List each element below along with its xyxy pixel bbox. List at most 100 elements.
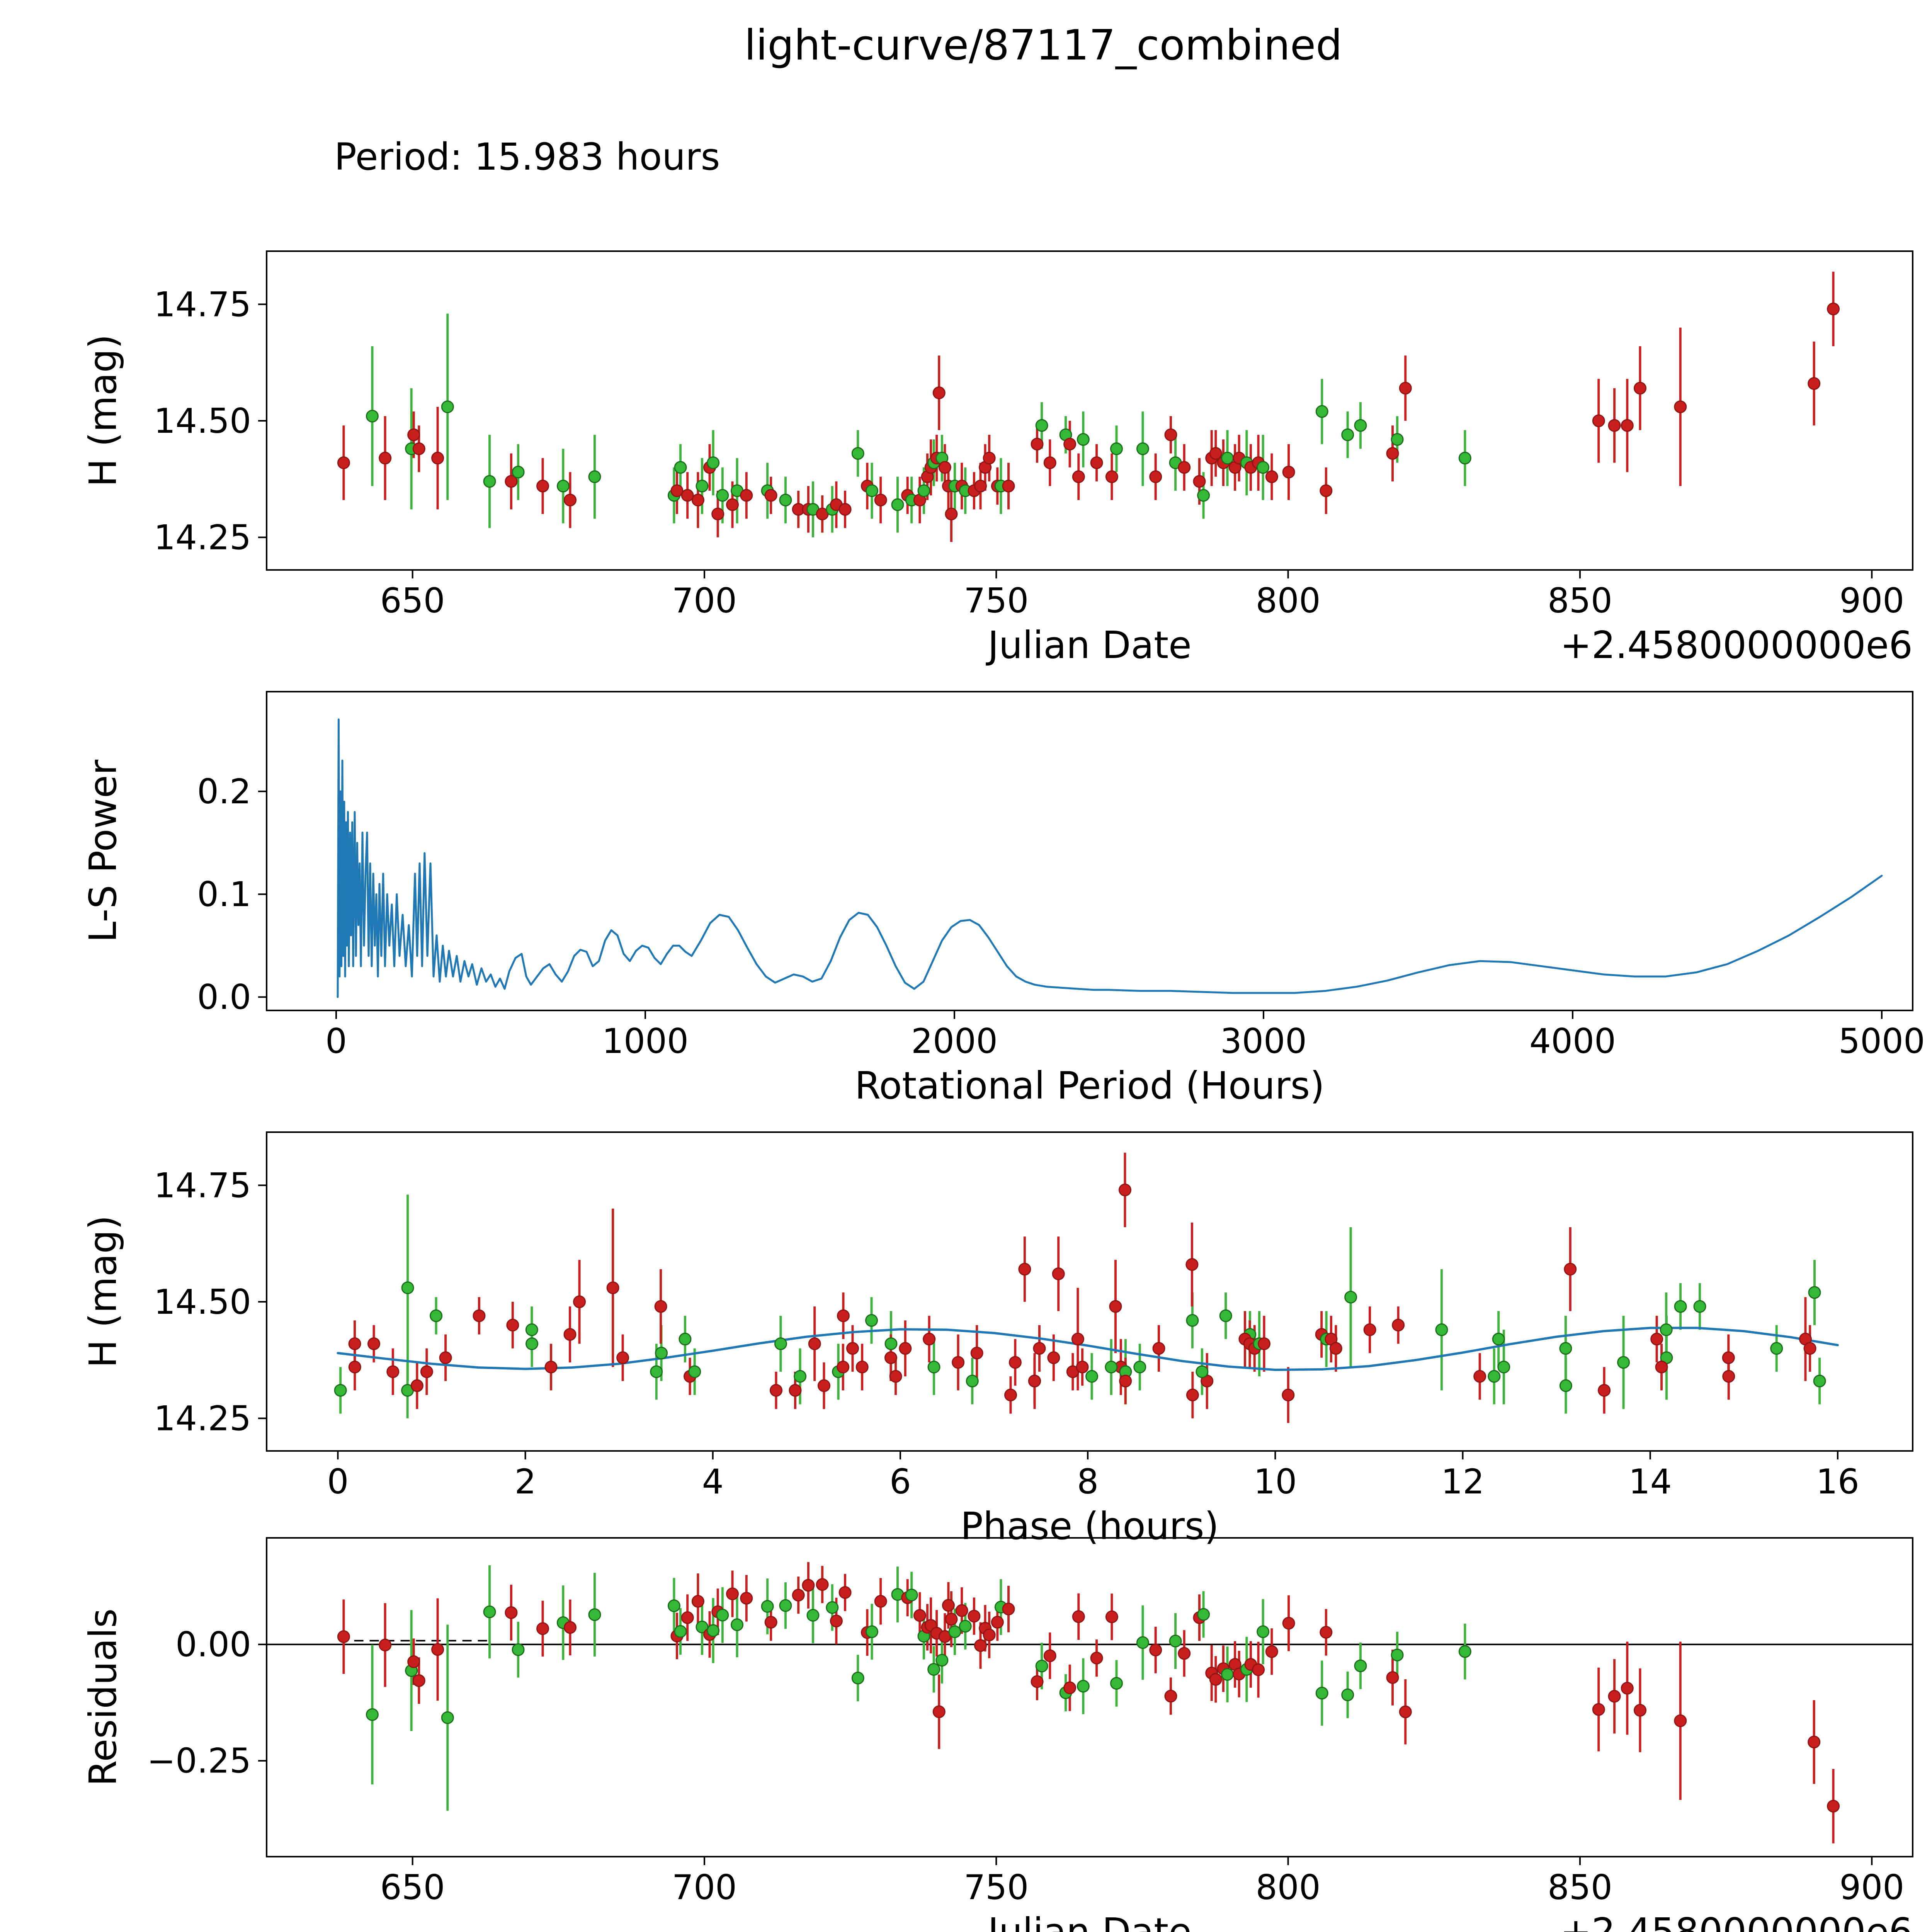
data-point (1488, 1370, 1501, 1383)
data-point (899, 1342, 912, 1355)
data-point (1770, 1342, 1783, 1355)
data-point (1341, 428, 1354, 441)
data-point (1031, 1675, 1044, 1688)
data-point (1344, 1291, 1357, 1304)
data-point (1186, 1388, 1199, 1401)
data-point (945, 507, 958, 520)
y-axis-label: L-S Power (81, 760, 125, 942)
data-point (983, 452, 996, 465)
x-tick-label: 900 (1839, 1867, 1904, 1907)
data-point (1392, 1318, 1405, 1332)
data-point (536, 1622, 549, 1635)
data-point (1608, 419, 1621, 432)
x-tick-label: 0 (325, 1021, 347, 1061)
x-tick-label: 800 (1256, 1867, 1321, 1907)
data-point (1608, 1690, 1621, 1703)
data-point (1110, 1677, 1123, 1690)
y-axis-label: H (mag) (81, 334, 125, 487)
data-point (913, 1609, 926, 1622)
data-point (1043, 1649, 1056, 1662)
data-point (431, 452, 444, 465)
y-axis-ticks: 0.00 −0.25 (147, 1625, 267, 1781)
data-point (1492, 1333, 1505, 1346)
x-tick-label: 6 (889, 1462, 911, 1502)
data-point (838, 503, 852, 516)
data-point (1329, 1342, 1342, 1355)
data-point (337, 1630, 350, 1643)
figure-title: light-curve/87117_combined (744, 21, 1342, 70)
data-point (792, 1588, 805, 1602)
x-tick-label: 4000 (1529, 1021, 1616, 1061)
data-point (1063, 1681, 1077, 1694)
data-point (1090, 1651, 1103, 1665)
data-point (1197, 489, 1210, 502)
data-point (1257, 1337, 1270, 1350)
data-point (1043, 456, 1056, 469)
data-point (430, 1309, 443, 1322)
data-point (650, 1365, 663, 1378)
y-tick-label: 14.75 (154, 284, 251, 324)
data-point (1077, 433, 1090, 446)
data-point (1497, 1361, 1510, 1374)
data-point (1252, 1663, 1265, 1676)
data-point (337, 456, 350, 469)
data-point (1592, 414, 1605, 427)
data-point (1621, 1682, 1634, 1695)
x-tick-label: 3000 (1220, 1021, 1307, 1061)
data-point (1118, 1184, 1131, 1197)
data-point (483, 1605, 496, 1618)
axis-border (266, 1537, 1913, 1857)
y-axis-ticks: 0.0 0.1 0.2 (197, 772, 267, 1017)
data-point (1002, 480, 1015, 493)
data-point (1621, 419, 1634, 432)
data-point (1354, 419, 1367, 432)
data-point (483, 475, 496, 488)
data-point (588, 1608, 601, 1621)
data-point (740, 489, 753, 502)
data-point (948, 1625, 961, 1638)
x-axis-label: Julian Date (985, 623, 1192, 667)
data-point (935, 1654, 949, 1667)
data-point (1178, 1647, 1191, 1660)
axis-border (266, 1131, 1913, 1452)
data-point (1035, 1660, 1048, 1673)
data-point (379, 452, 392, 465)
data-point (1634, 382, 1647, 395)
x-tick-label: 650 (380, 581, 445, 621)
data-point (473, 1309, 486, 1322)
data-point (348, 1361, 361, 1374)
data-point (974, 480, 987, 493)
x-tick-label: 12 (1441, 1462, 1485, 1502)
data-point (681, 1611, 694, 1624)
data-point (1320, 1626, 1333, 1639)
data-point (1634, 1704, 1647, 1717)
data-point (764, 489, 777, 502)
data-point (1090, 456, 1103, 469)
data-point (1265, 1645, 1278, 1658)
data-point (386, 1365, 400, 1378)
data-point (779, 493, 792, 507)
data-point (764, 1616, 777, 1629)
data-point (726, 1587, 739, 1600)
data-point (1282, 1388, 1295, 1401)
data-point (1320, 484, 1333, 497)
x-offset-label: +2.4580000000e6 (1560, 623, 1913, 667)
y-tick-label: 14.25 (154, 1398, 251, 1438)
data-point (707, 1624, 720, 1637)
errorbars (339, 1153, 1821, 1423)
markers (337, 303, 1840, 520)
data-point (1185, 1258, 1199, 1271)
data-point (923, 1333, 936, 1346)
panel-residuals: 650 700 750 800 850 900 0.00 −0.25 Julian Date Re… (81, 1537, 1913, 1932)
x-tick-label: 4 (702, 1462, 724, 1502)
panel-phase: 0 2 4 6 8 10 12 14 16 14.25 14.50 14.75 Phase (hours… (81, 1131, 1913, 1548)
x-tick-label: 900 (1839, 581, 1904, 621)
x-tick-label: 10 (1253, 1462, 1297, 1502)
data-point (1033, 1342, 1046, 1355)
y-axis-label: Residuals (81, 1608, 125, 1786)
data-point (1722, 1351, 1735, 1364)
data-point (851, 1672, 864, 1685)
data-point (1559, 1342, 1572, 1355)
data-point (688, 1365, 701, 1378)
